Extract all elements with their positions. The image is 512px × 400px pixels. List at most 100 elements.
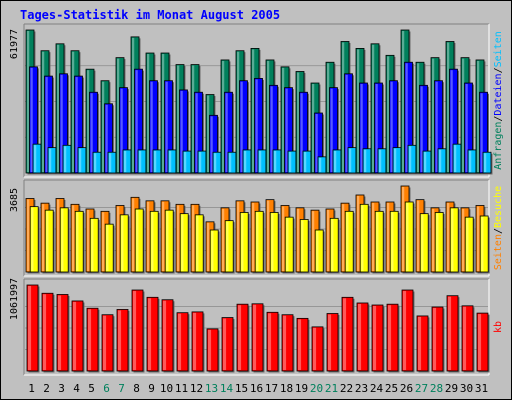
bar-besuche-14 bbox=[224, 220, 235, 274]
bar-highlight bbox=[360, 84, 363, 172]
x-tick-label: 10 bbox=[160, 382, 173, 395]
bar-highlight bbox=[148, 298, 152, 370]
bar-highlight bbox=[49, 148, 52, 172]
bar-face bbox=[482, 151, 492, 174]
legend: Anfragen/Dateien/Seiten bbox=[493, 31, 504, 170]
bar-highlight bbox=[465, 84, 468, 172]
bar-highlight bbox=[402, 31, 405, 172]
bar-face bbox=[236, 303, 249, 372]
bar-face bbox=[419, 213, 429, 273]
bar-besuche-31 bbox=[479, 215, 490, 274]
bar-face bbox=[356, 302, 369, 372]
bar-highlight bbox=[274, 150, 277, 172]
bar-face bbox=[329, 217, 339, 273]
bar-highlight bbox=[450, 70, 453, 172]
bar-highlight bbox=[87, 209, 90, 271]
bars-hits bbox=[25, 29, 493, 175]
bar-highlight bbox=[327, 63, 330, 172]
bar-highlight bbox=[313, 327, 317, 370]
bar-highlight bbox=[267, 200, 270, 271]
bar-besuche-24 bbox=[374, 210, 385, 274]
bar-highlight bbox=[207, 222, 210, 271]
legend: kb bbox=[493, 321, 504, 333]
bar-besuche-23 bbox=[359, 203, 370, 274]
bar-highlight bbox=[57, 199, 60, 271]
bar-highlight bbox=[252, 202, 255, 271]
bar-highlight bbox=[102, 212, 105, 271]
bar-kb-21 bbox=[326, 313, 340, 373]
bar-highlight bbox=[132, 37, 135, 173]
bar-besuche-30 bbox=[464, 216, 475, 274]
bar-highlight bbox=[439, 149, 442, 172]
bar-seiten-31 bbox=[482, 151, 493, 175]
bar-highlight bbox=[42, 204, 45, 271]
bar-highlight bbox=[58, 295, 62, 370]
x-tick-label: 25 bbox=[385, 382, 398, 395]
bar-highlight bbox=[316, 230, 319, 271]
bar-highlight bbox=[342, 204, 345, 271]
bar-kb-20 bbox=[311, 326, 325, 373]
bar-highlight bbox=[343, 298, 347, 370]
legend-entry: / bbox=[493, 228, 504, 234]
bar-highlight bbox=[210, 116, 213, 172]
bar-highlight bbox=[484, 153, 487, 172]
bar-highlight bbox=[226, 221, 229, 271]
bar-highlight bbox=[43, 294, 47, 370]
bar-face bbox=[359, 203, 369, 273]
bar-highlight bbox=[463, 306, 467, 370]
bar-highlight bbox=[364, 149, 367, 172]
bar-highlight bbox=[286, 218, 289, 271]
bar-highlight bbox=[117, 206, 120, 271]
bar-kb-30 bbox=[461, 305, 475, 373]
bar-highlight bbox=[255, 79, 258, 172]
bar-face bbox=[116, 309, 129, 372]
bar-face bbox=[464, 216, 474, 273]
panel-visits: 3685 Seiten/Besuche bbox=[9, 179, 504, 277]
bar-highlight bbox=[184, 152, 187, 172]
bar-highlight bbox=[151, 212, 154, 271]
bar-highlight bbox=[447, 202, 450, 271]
bar-highlight bbox=[135, 70, 138, 172]
bar-highlight bbox=[448, 296, 452, 370]
bar-highlight bbox=[195, 93, 198, 172]
bar-highlight bbox=[372, 202, 375, 271]
x-tick-label: 15 bbox=[235, 382, 248, 395]
bar-besuche-20 bbox=[314, 229, 325, 274]
bar-highlight bbox=[345, 74, 348, 172]
bar-highlight bbox=[330, 88, 333, 172]
bar-highlight bbox=[259, 150, 262, 172]
bar-highlight bbox=[181, 214, 184, 271]
bar-kb-16 bbox=[251, 303, 265, 373]
bar-highlight bbox=[192, 65, 195, 172]
bar-highlight bbox=[297, 208, 300, 271]
bar-kb-27 bbox=[416, 315, 430, 373]
bar-highlight bbox=[241, 213, 244, 271]
x-tick-label: 3 bbox=[58, 382, 65, 395]
bar-highlight bbox=[462, 58, 465, 172]
x-tick-label: 19 bbox=[295, 382, 308, 395]
bar-face bbox=[119, 214, 129, 273]
y-max-label: 61977 bbox=[9, 29, 20, 59]
bar-highlight bbox=[79, 148, 82, 172]
x-tick-label: 16 bbox=[250, 382, 263, 395]
bar-face bbox=[86, 307, 99, 372]
bar-highlight bbox=[61, 208, 64, 271]
bar-face bbox=[404, 201, 414, 273]
bar-highlight bbox=[435, 81, 438, 172]
bar-besuche-8 bbox=[134, 208, 145, 274]
bar-face bbox=[71, 300, 84, 372]
bar-kb-4 bbox=[71, 300, 85, 373]
bar-highlight bbox=[102, 81, 105, 172]
bar-besuche-27 bbox=[419, 213, 430, 274]
bar-face bbox=[104, 223, 114, 273]
bar-highlight bbox=[405, 63, 408, 172]
bar-kb-7 bbox=[116, 309, 130, 373]
panels-layer: 61977 Anfragen/Dateien/Seiten 3685Seiten/B… bbox=[9, 23, 504, 376]
x-tick-label: 11 bbox=[175, 382, 188, 395]
bar-kb-1 bbox=[26, 284, 40, 373]
bar-highlight bbox=[334, 150, 337, 172]
bar-highlight bbox=[27, 31, 30, 172]
bar-highlight bbox=[42, 51, 45, 172]
bar-kb-17 bbox=[266, 311, 280, 373]
